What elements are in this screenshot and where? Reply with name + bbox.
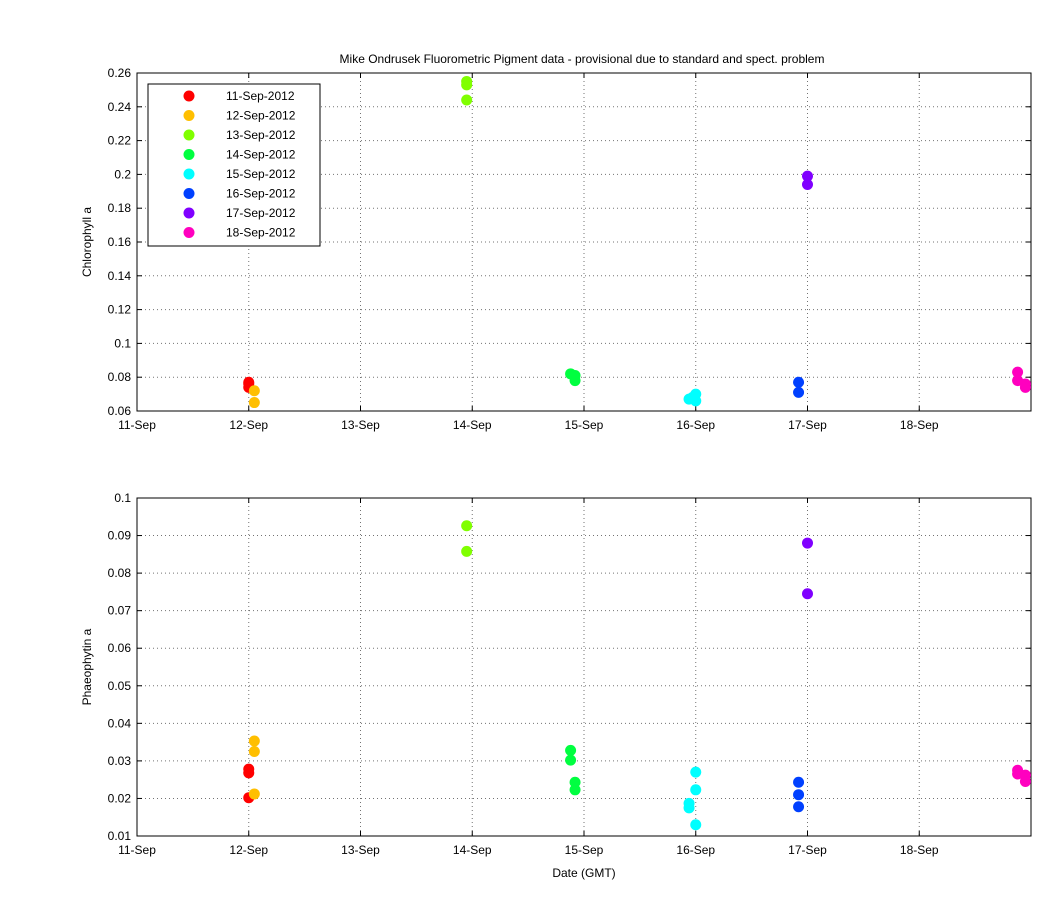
x-tick-label: 16-Sep [676, 843, 715, 857]
x-tick-label: 16-Sep [676, 418, 715, 432]
x-axis-label: Date (GMT) [552, 866, 615, 880]
data-point [461, 520, 473, 532]
y-tick-label: 0.1 [114, 336, 131, 350]
y-tick-label: 0.08 [108, 566, 132, 580]
data-point [793, 376, 805, 388]
data-point [793, 789, 805, 801]
y-tick-label: 0.09 [108, 529, 132, 543]
data-point [1012, 366, 1024, 378]
legend-marker [183, 188, 195, 199]
x-tick-label: 11-Sep [118, 843, 156, 857]
y-tick-label: 0.16 [108, 235, 132, 249]
legend-label: 18-Sep-2012 [226, 226, 296, 240]
data-point [793, 386, 805, 398]
data-point [690, 395, 702, 407]
legend-label: 12-Sep-2012 [226, 109, 296, 123]
y-tick-label: 0.14 [108, 269, 132, 283]
data-point [802, 537, 813, 549]
data-point [248, 746, 260, 757]
data-point [461, 545, 473, 557]
data-point [1019, 381, 1031, 393]
data-point [690, 819, 702, 831]
legend-label: 14-Sep-2012 [226, 148, 296, 162]
legend-label: 15-Sep-2012 [226, 167, 296, 181]
data-point [248, 788, 260, 800]
y-tick-label: 0.03 [108, 754, 132, 768]
y-tick-label: 0.22 [108, 134, 132, 148]
data-point [248, 385, 260, 397]
x-tick-label: 12-Sep [229, 843, 268, 857]
y-tick-label: 0.02 [108, 791, 132, 805]
y-axis-label: Chlorophyll a [80, 207, 94, 277]
legend-marker [183, 149, 195, 160]
legend-marker [183, 90, 195, 102]
figure-title: Mike Ondrusek Fluorometric Pigment data … [340, 52, 825, 66]
x-tick-label: 18-Sep [900, 418, 939, 432]
data-point [690, 766, 702, 778]
x-tick-label: 18-Sep [900, 843, 939, 857]
x-tick-label: 14-Sep [453, 843, 492, 857]
data-point [565, 744, 577, 756]
x-tick-label: 17-Sep [788, 418, 827, 432]
y-tick-label: 0.24 [108, 100, 132, 114]
legend-label: 13-Sep-2012 [226, 128, 296, 142]
data-point [461, 94, 473, 106]
phaeophytin-panel: 11-Sep 12-Sep 13-Sep 14-Sep 15-Sep 16-Sep 17-S… [80, 491, 1032, 880]
y-tick-label: 0.2 [114, 167, 131, 181]
legend-label: 17-Sep-2012 [226, 206, 296, 220]
x-tick-label: 13-Sep [341, 843, 380, 857]
data-point [569, 375, 581, 387]
data-point [802, 179, 813, 191]
y-axis-label: Phaeophytin a [80, 628, 94, 705]
x-tick-label: 14-Sep [453, 418, 492, 432]
legend-marker [183, 227, 195, 238]
legend-marker [183, 129, 195, 141]
y-tick-label: 0.07 [108, 604, 132, 618]
y-tick-label: 0.26 [108, 66, 132, 80]
data-point [690, 784, 702, 796]
data-point [248, 397, 260, 409]
y-tick-label: 0.01 [108, 829, 132, 843]
y-tick-label: 0.06 [108, 641, 132, 655]
data-point [802, 170, 813, 182]
legend-label: 11-Sep-2012 [226, 89, 295, 103]
x-tick-label: 12-Sep [229, 418, 268, 432]
data-point [243, 767, 255, 779]
chlorophyll-panel: 11-Sep 12-Sep 13-Sep 14-Sep 15-Sep 16-Sep 17-S… [80, 66, 1032, 432]
data-point [793, 776, 805, 788]
y-tick-label: 0.08 [108, 370, 132, 384]
y-tick-label: 0.06 [108, 404, 132, 418]
y-tick-label: 0.1 [114, 491, 131, 505]
data-point [565, 754, 577, 766]
legend-box [147, 83, 321, 247]
x-tick-label: 17-Sep [788, 843, 827, 857]
legend-marker [183, 110, 195, 121]
x-tick-label: 11-Sep [118, 418, 156, 432]
y-tick-label: 0.18 [108, 201, 132, 215]
x-tick-label: 15-Sep [565, 843, 604, 857]
data-point [683, 802, 695, 814]
legend-marker [183, 168, 195, 180]
data-point [793, 801, 805, 813]
legend-label: 16-Sep-2012 [226, 187, 296, 201]
y-tick-label: 0.04 [108, 716, 132, 730]
y-tick-label: 0.05 [108, 679, 132, 693]
data-point [802, 588, 813, 600]
data-point [461, 79, 473, 91]
data-point [569, 784, 581, 796]
data-point [1019, 776, 1031, 788]
x-tick-label: 15-Sep [565, 418, 604, 432]
x-tick-label: 13-Sep [341, 418, 380, 432]
legend-marker [183, 207, 195, 219]
y-tick-label: 0.12 [108, 303, 132, 317]
data-point [248, 735, 260, 747]
